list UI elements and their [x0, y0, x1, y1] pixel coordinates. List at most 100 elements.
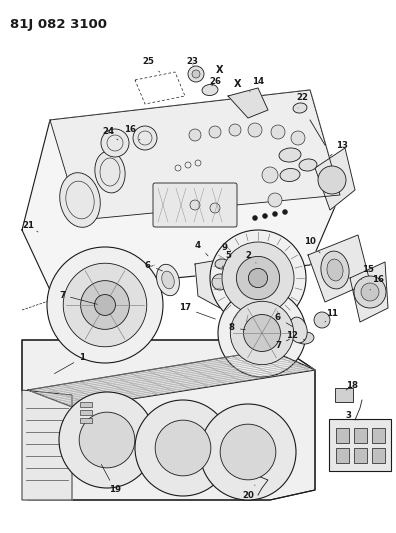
Circle shape: [189, 129, 201, 141]
Bar: [372, 428, 385, 443]
Circle shape: [354, 276, 386, 308]
Bar: [336, 448, 349, 463]
Polygon shape: [22, 90, 340, 290]
Bar: [80, 410, 92, 415]
Circle shape: [244, 314, 280, 351]
Ellipse shape: [60, 173, 100, 227]
Bar: [354, 448, 367, 463]
Polygon shape: [28, 350, 315, 408]
Text: 6: 6: [275, 313, 293, 327]
Ellipse shape: [321, 251, 349, 289]
Bar: [80, 418, 92, 423]
Ellipse shape: [299, 159, 317, 171]
Polygon shape: [308, 235, 370, 302]
Circle shape: [63, 263, 147, 347]
Circle shape: [210, 203, 220, 213]
Text: 18: 18: [346, 381, 358, 390]
Bar: [336, 428, 349, 443]
FancyBboxPatch shape: [153, 183, 237, 227]
Circle shape: [263, 214, 268, 219]
Text: 13: 13: [330, 141, 348, 156]
Polygon shape: [22, 340, 315, 500]
Ellipse shape: [162, 271, 174, 289]
Circle shape: [248, 269, 268, 288]
Circle shape: [236, 256, 280, 300]
Polygon shape: [195, 258, 248, 308]
Circle shape: [59, 392, 155, 488]
Ellipse shape: [202, 84, 218, 95]
Polygon shape: [315, 148, 355, 210]
Text: 15: 15: [362, 265, 374, 280]
Ellipse shape: [296, 332, 314, 344]
Text: 23: 23: [186, 58, 198, 67]
Text: 22: 22: [296, 93, 308, 108]
Ellipse shape: [327, 259, 343, 281]
Text: 25: 25: [142, 58, 160, 72]
Circle shape: [95, 295, 116, 316]
Polygon shape: [228, 88, 268, 118]
Text: 5: 5: [222, 252, 231, 268]
Circle shape: [188, 66, 204, 82]
Circle shape: [291, 131, 305, 145]
Ellipse shape: [293, 103, 307, 113]
Text: 81J 082 3100: 81J 082 3100: [10, 18, 107, 31]
Bar: [372, 448, 385, 463]
Text: 12: 12: [286, 330, 305, 340]
Text: 11: 11: [325, 310, 338, 322]
Text: 7: 7: [275, 339, 289, 350]
Text: 8: 8: [229, 324, 245, 333]
Text: 10: 10: [304, 238, 320, 253]
Ellipse shape: [156, 264, 179, 296]
Polygon shape: [350, 262, 388, 322]
Circle shape: [229, 124, 241, 136]
Ellipse shape: [95, 151, 125, 193]
Text: 9: 9: [220, 244, 228, 258]
Ellipse shape: [289, 317, 307, 343]
Circle shape: [79, 412, 135, 468]
Text: 7: 7: [59, 290, 97, 304]
Polygon shape: [22, 340, 315, 500]
Text: 21: 21: [22, 221, 38, 232]
Bar: [80, 402, 92, 407]
Text: 4: 4: [195, 240, 208, 256]
Text: 16: 16: [124, 125, 140, 140]
FancyBboxPatch shape: [329, 419, 391, 471]
Text: 26: 26: [209, 77, 221, 86]
Text: 17: 17: [179, 303, 215, 319]
Circle shape: [222, 242, 294, 314]
Circle shape: [230, 301, 294, 365]
Text: 2: 2: [245, 251, 256, 263]
Circle shape: [190, 200, 200, 210]
Circle shape: [220, 424, 276, 480]
Ellipse shape: [280, 168, 300, 182]
Circle shape: [81, 281, 129, 329]
Circle shape: [155, 420, 211, 476]
Circle shape: [262, 167, 278, 183]
Circle shape: [272, 212, 278, 216]
Text: 14: 14: [250, 77, 264, 92]
Circle shape: [212, 274, 228, 290]
Text: 24: 24: [102, 127, 118, 140]
Text: 6: 6: [145, 261, 162, 271]
Bar: [354, 428, 367, 443]
Circle shape: [314, 312, 330, 328]
Text: 20: 20: [242, 485, 255, 499]
Circle shape: [282, 209, 287, 214]
Circle shape: [248, 123, 262, 137]
Text: X: X: [216, 65, 224, 75]
Circle shape: [271, 125, 285, 139]
Circle shape: [210, 230, 306, 326]
Circle shape: [200, 404, 296, 500]
Bar: [335, 388, 353, 402]
Text: 1: 1: [54, 353, 85, 374]
Circle shape: [361, 283, 379, 301]
Circle shape: [318, 166, 346, 194]
Circle shape: [218, 289, 306, 377]
Circle shape: [101, 129, 129, 157]
Text: 3: 3: [345, 410, 358, 420]
Circle shape: [47, 247, 163, 363]
Text: 16: 16: [370, 276, 384, 290]
Circle shape: [253, 215, 257, 221]
Circle shape: [268, 193, 282, 207]
Ellipse shape: [215, 259, 229, 269]
